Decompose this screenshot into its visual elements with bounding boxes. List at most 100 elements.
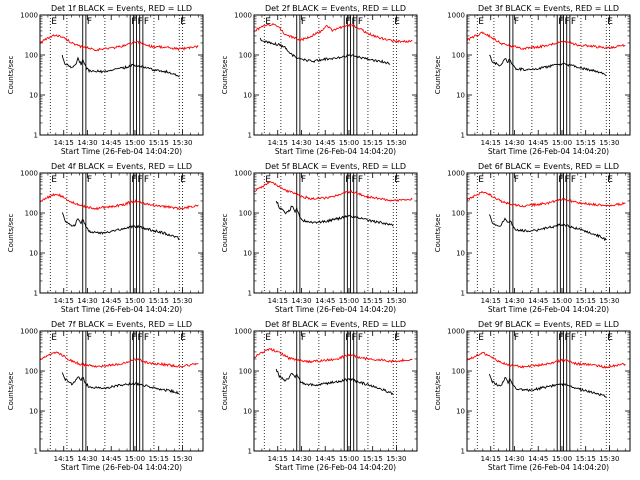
flag-label: F <box>138 17 143 27</box>
y-tick-label: 10 <box>29 408 38 416</box>
lld-series-line <box>466 31 626 51</box>
flag-label: F <box>131 17 136 27</box>
flag-label: F <box>571 333 576 343</box>
detector-panel: Det 8f BLACK = Events, RED = LLD Counts/s… <box>221 320 418 472</box>
x-tick-label: 14:30 <box>291 455 311 463</box>
flag-label: F <box>144 333 149 343</box>
y-tick-label: 1 <box>34 290 38 298</box>
x-tick-label: 15:00 <box>552 139 572 147</box>
y-tick-label: 100 <box>25 52 38 60</box>
y-axis-label: Counts/sec <box>221 372 229 411</box>
x-tick-label: 15:15 <box>149 455 169 463</box>
events-series-line <box>275 200 394 227</box>
x-tick-label: 15:30 <box>386 139 406 147</box>
x-tick-label: 14:15 <box>54 455 74 463</box>
y-axis-label: Counts/sec <box>7 372 15 411</box>
y-axis-label: Counts/sec <box>7 56 15 95</box>
lld-series-line <box>466 351 626 369</box>
flag-label: F <box>345 333 350 343</box>
y-tick-label: 1000 <box>447 328 465 336</box>
flag-label: F <box>131 175 136 185</box>
x-tick-label: 14:15 <box>268 139 288 147</box>
y-tick-label: 100 <box>452 52 465 60</box>
y-tick-label: 100 <box>452 210 465 218</box>
x-axis-label: Start Time (26-Feb-04 14:04:20) <box>61 305 182 314</box>
y-tick-label: 1000 <box>234 170 252 178</box>
y-axis-label: Counts/sec <box>434 372 442 411</box>
y-tick-label: 10 <box>243 92 252 100</box>
flag-label: F <box>138 175 143 185</box>
x-tick-label: 15:30 <box>172 139 192 147</box>
flag-label: F <box>352 175 357 185</box>
x-tick-label: 14:30 <box>504 297 524 305</box>
flag-label: F <box>565 333 570 343</box>
events-series-line <box>61 54 180 78</box>
x-tick-label: 14:30 <box>77 139 97 147</box>
plot-frame <box>466 14 631 136</box>
flag-label: E <box>478 175 484 185</box>
flag-label: E <box>51 333 57 343</box>
y-axis-label: Counts/sec <box>7 214 15 253</box>
flag-label: F <box>352 17 357 27</box>
detector-panel: Det 2f BLACK = Events, RED = LLD Counts/s… <box>221 4 418 156</box>
flag-label: F <box>87 333 92 343</box>
x-tick-label: 15:00 <box>552 455 572 463</box>
plot-frame <box>466 330 631 452</box>
y-tick-label: 100 <box>239 52 252 60</box>
y-axis-label: Counts/sec <box>434 214 442 253</box>
flag-label: E <box>394 333 400 343</box>
events-series-line <box>488 214 607 242</box>
x-tick-label: 14:45 <box>528 297 548 305</box>
flag-label: E <box>180 17 186 27</box>
x-tick-label: 15:30 <box>172 455 192 463</box>
plot-frame <box>253 172 418 294</box>
x-tick-label: 15:15 <box>149 297 169 305</box>
y-tick-label: 1 <box>461 132 465 140</box>
y-tick-label: 100 <box>239 210 252 218</box>
y-tick-label: 1000 <box>234 12 252 20</box>
y-tick-label: 1000 <box>20 170 38 178</box>
y-axis-label: Counts/sec <box>221 214 229 253</box>
y-tick-label: 1000 <box>20 328 38 336</box>
flag-label: E <box>265 17 271 27</box>
x-tick-label: 15:30 <box>386 297 406 305</box>
flag-label: E <box>180 333 186 343</box>
x-tick-label: 14:15 <box>268 455 288 463</box>
x-axis-label: Start Time (26-Feb-04 14:04:20) <box>488 463 609 472</box>
y-axis-label: Counts/sec <box>221 56 229 95</box>
plot-frame <box>466 172 631 294</box>
panel-title: Det 3f BLACK = Events, RED = LLD <box>478 4 619 13</box>
flag-label: F <box>514 17 519 27</box>
y-tick-label: 1 <box>248 448 252 456</box>
flag-label: F <box>558 333 563 343</box>
x-tick-label: 14:45 <box>101 297 121 305</box>
y-tick-label: 1 <box>34 132 38 140</box>
x-tick-label: 14:30 <box>504 455 524 463</box>
y-tick-label: 10 <box>29 92 38 100</box>
y-tick-label: 10 <box>243 250 252 258</box>
x-tick-label: 15:00 <box>125 139 145 147</box>
x-axis-label: Start Time (26-Feb-04 14:04:20) <box>61 463 182 472</box>
lld-series-line <box>253 23 413 44</box>
panel-title: Det 7f BLACK = Events, RED = LLD <box>51 320 192 329</box>
flag-label: F <box>131 333 136 343</box>
y-tick-label: 1 <box>248 132 252 140</box>
x-tick-label: 15:30 <box>599 455 619 463</box>
x-tick-label: 14:15 <box>54 297 74 305</box>
y-tick-label: 10 <box>243 408 252 416</box>
flag-label: F <box>138 333 143 343</box>
x-tick-label: 14:45 <box>528 139 548 147</box>
x-tick-label: 15:15 <box>363 297 383 305</box>
y-tick-label: 100 <box>239 368 252 376</box>
x-tick-label: 14:45 <box>101 139 121 147</box>
plot-frame <box>39 172 204 294</box>
x-tick-label: 14:30 <box>77 455 97 463</box>
lld-series-line <box>39 351 199 368</box>
flag-label: F <box>352 333 357 343</box>
x-tick-label: 14:45 <box>101 455 121 463</box>
detector-panel: Det 9f BLACK = Events, RED = LLD Counts/s… <box>434 320 631 472</box>
x-tick-label: 14:15 <box>481 297 501 305</box>
flag-label: F <box>565 175 570 185</box>
panel-title: Det 2f BLACK = Events, RED = LLD <box>265 4 406 13</box>
y-tick-label: 1 <box>461 448 465 456</box>
